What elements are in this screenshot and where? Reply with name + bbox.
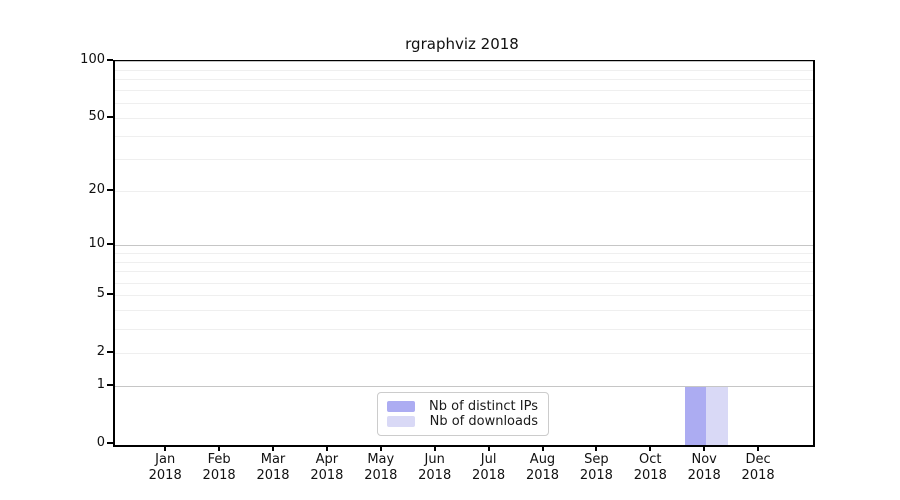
y-tick-label: 10 xyxy=(88,236,105,251)
x-axis-tick xyxy=(272,445,274,451)
major-gridline xyxy=(115,61,813,62)
y-axis-tick xyxy=(107,384,113,387)
minor-gridline xyxy=(115,69,813,71)
minor-gridline xyxy=(115,159,813,161)
minor-gridline xyxy=(115,271,813,273)
x-axis-tick xyxy=(703,445,706,451)
minor-gridline xyxy=(115,135,813,137)
x-axis-tick xyxy=(433,445,436,451)
x-tick-label: Feb 2018 xyxy=(202,452,236,483)
x-axis-tick xyxy=(757,445,760,451)
minor-gridline xyxy=(115,252,813,254)
y-axis-tick xyxy=(107,442,113,444)
x-tick-label: Nov 2018 xyxy=(687,452,721,483)
distinct-ips-swatch xyxy=(387,401,415,412)
minor-gridline xyxy=(115,102,813,104)
minor-gridline xyxy=(115,79,813,81)
x-tick-label: Mar 2018 xyxy=(256,452,290,483)
legend: Nb of distinct IPs Nb of downloads xyxy=(377,392,549,436)
y-axis-tick xyxy=(107,293,113,296)
x-axis-tick xyxy=(541,445,544,451)
y-tick-label: 2 xyxy=(96,343,105,359)
minor-gridline xyxy=(115,90,813,92)
y-tick-label: 5 xyxy=(96,286,105,302)
x-tick-label: Jan 2018 xyxy=(148,452,182,483)
x-tick-label: Aug 2018 xyxy=(525,452,560,483)
y-tick-label: 50 xyxy=(88,108,105,124)
x-axis-tick xyxy=(595,445,598,451)
x-axis-tick xyxy=(164,445,167,451)
major-gridline xyxy=(115,245,813,246)
legend-label: Nb of downloads xyxy=(429,414,538,429)
x-tick-label: Dec 2018 xyxy=(741,452,775,483)
legend-row: Nb of distinct IPs xyxy=(387,399,538,414)
plot-area xyxy=(113,60,815,447)
y-axis-tick xyxy=(107,115,113,118)
x-axis-tick xyxy=(379,445,382,451)
minor-gridline xyxy=(115,352,813,354)
downloads-swatch xyxy=(387,416,415,427)
x-axis-tick xyxy=(487,445,490,451)
x-axis-tick xyxy=(218,445,221,451)
minor-gridline xyxy=(115,261,813,263)
x-tick-label: Apr 2018 xyxy=(310,452,344,483)
minor-gridline xyxy=(115,310,813,312)
y-tick-label: 100 xyxy=(80,52,105,67)
x-tick-label: Jul 2018 xyxy=(472,452,506,483)
x-axis-tick xyxy=(325,445,328,451)
y-axis-tick xyxy=(107,243,113,245)
y-axis-tick xyxy=(107,350,113,353)
minor-gridline xyxy=(115,191,813,193)
minor-gridline xyxy=(115,282,813,284)
x-tick-label: Sep 2018 xyxy=(579,452,613,483)
y-tick-label: 1 xyxy=(96,377,105,393)
bar-downloads xyxy=(706,387,728,445)
x-tick-label: May 2018 xyxy=(364,452,398,483)
legend-label: Nb of distinct IPs xyxy=(429,399,538,414)
y-axis-tick xyxy=(107,59,113,61)
x-tick-label: Jun 2018 xyxy=(418,452,452,483)
x-tick-label: Oct 2018 xyxy=(633,452,667,483)
y-tick-label: 0 xyxy=(96,435,105,450)
minor-gridline xyxy=(115,295,813,297)
legend-row: Nb of downloads xyxy=(387,414,538,429)
y-tick-label: 20 xyxy=(88,182,105,198)
minor-gridline xyxy=(115,328,813,330)
chart-title: rgraphviz 2018 xyxy=(405,35,519,53)
minor-gridline xyxy=(115,117,813,119)
major-gridline xyxy=(115,386,813,388)
bar-distinct-ips xyxy=(684,387,707,445)
y-axis-tick xyxy=(107,189,113,192)
x-axis-tick xyxy=(649,445,652,451)
